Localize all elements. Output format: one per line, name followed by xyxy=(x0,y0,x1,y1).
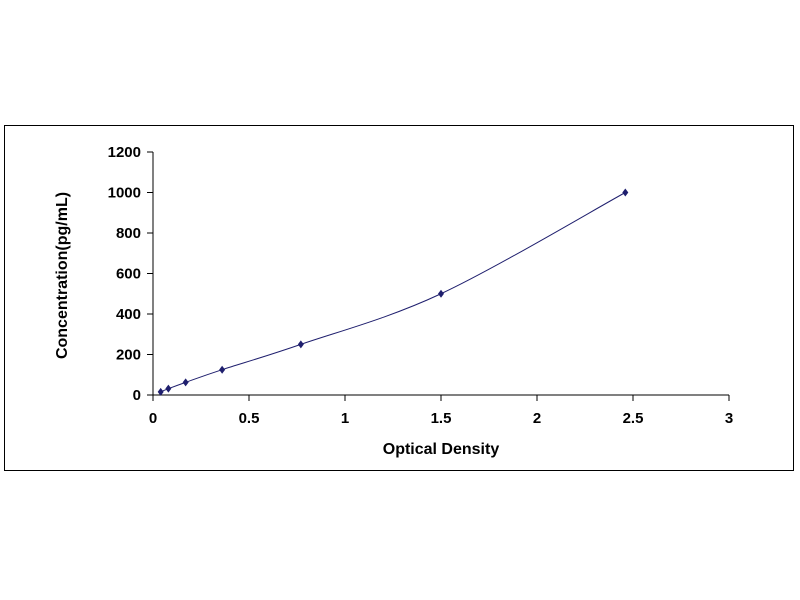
data-point xyxy=(165,384,172,393)
x-tick-label: 1.5 xyxy=(431,410,452,427)
x-axis-title: Optical Density xyxy=(383,441,500,458)
x-tick-label: 2.5 xyxy=(623,410,644,427)
x-tick-label: 0.5 xyxy=(239,410,260,427)
data-point xyxy=(622,188,629,197)
y-tick-label: 1200 xyxy=(108,144,141,161)
chart-frame: 0 0.5 1 1.5 2 2.5 3 0 200 400 600 800 1000 1200 Optic… xyxy=(4,125,794,471)
chart-svg: 0 0.5 1 1.5 2 2.5 3 0 200 400 600 800 1000 1200 Optic… xyxy=(54,144,734,458)
x-tick-label: 3 xyxy=(725,410,733,427)
data-point xyxy=(219,365,226,374)
y-tick-label: 600 xyxy=(116,266,141,283)
y-tick-label: 200 xyxy=(116,347,141,364)
ticks: 0 0.5 1 1.5 2 2.5 3 0 200 400 600 800 1000 1200 xyxy=(108,144,734,427)
data-point xyxy=(438,289,444,298)
y-tick-label: 800 xyxy=(116,225,141,242)
x-tick-label: 1 xyxy=(341,410,349,427)
fit-curve xyxy=(160,192,626,393)
data-points xyxy=(157,188,629,396)
y-axis-title: Concentration(pg/mL) xyxy=(54,192,71,359)
x-tick-label: 2 xyxy=(533,410,541,427)
y-tick-label: 1000 xyxy=(108,185,141,202)
y-tick-label: 0 xyxy=(133,387,141,404)
axes xyxy=(152,152,729,396)
data-point xyxy=(182,378,189,387)
data-point xyxy=(157,387,164,396)
x-tick-label: 0 xyxy=(149,410,157,427)
fit-curve-line xyxy=(160,192,626,393)
data-point xyxy=(297,340,304,349)
y-tick-label: 400 xyxy=(116,306,141,323)
